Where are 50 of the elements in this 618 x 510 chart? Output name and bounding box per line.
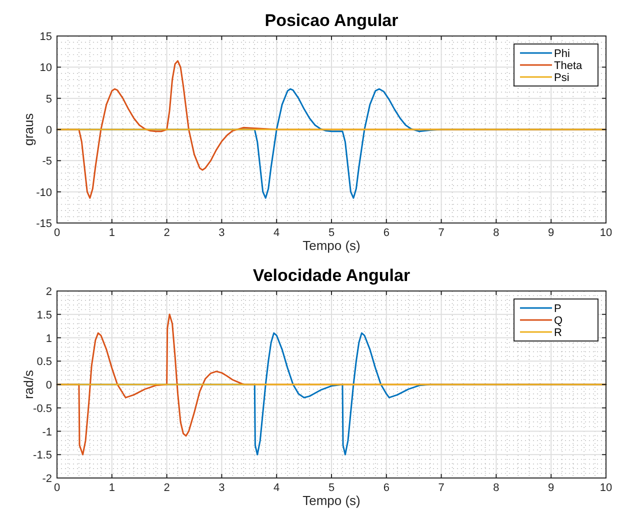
x-tick-label: 6	[383, 227, 390, 239]
x-tick-label: 8	[493, 227, 500, 239]
x-tick-label: 5	[328, 227, 335, 239]
x-tick-label: 2	[164, 227, 170, 239]
y-axis-title: rad/s	[21, 370, 36, 399]
x-tick-label: 6	[383, 482, 390, 494]
legend-label: P	[554, 303, 562, 315]
x-tick-label: 1	[108, 227, 115, 239]
y-tick-label: 1.5	[36, 309, 52, 322]
y-tick-label: -10	[36, 186, 52, 199]
x-tick-label: 9	[548, 482, 554, 494]
chart-title: Posicao Angular	[264, 11, 399, 30]
x-tick-label: 4	[274, 482, 280, 494]
x-tick-label: 1	[108, 482, 115, 494]
x-tick-label: 7	[438, 227, 444, 239]
legend-label: R	[554, 327, 562, 339]
y-tick-label: -0.5	[33, 402, 52, 415]
y-tick-label: 0	[46, 380, 52, 392]
y-axis-title: graus	[21, 112, 36, 146]
x-tick-label: 0	[54, 227, 60, 239]
x-tick-label: 10	[600, 227, 612, 239]
y-tick-label: -15	[36, 218, 52, 230]
y-tick-label: 5	[46, 93, 52, 106]
chart-title: Velocidade Angular	[252, 266, 410, 285]
x-tick-label: 5	[328, 482, 335, 494]
x-tick-label: 4	[274, 227, 280, 239]
x-axis-title: Tempo (s)	[302, 238, 360, 253]
y-tick-label: 0.5	[36, 356, 52, 368]
x-tick-label: 7	[438, 482, 444, 494]
x-axis-title: Tempo (s)	[302, 493, 360, 508]
y-tick-label: -1	[42, 426, 52, 438]
legend-label: Q	[554, 315, 563, 327]
y-tick-label: 0	[46, 124, 52, 136]
legend-label: Psi	[554, 72, 570, 84]
y-tick-label: 15	[40, 31, 52, 43]
x-tick-label: 3	[218, 227, 225, 239]
y-tick-label: 1	[46, 332, 52, 345]
x-tick-label: 2	[164, 482, 170, 494]
y-tick-label: 2	[46, 286, 52, 298]
legend-label: Theta	[554, 60, 584, 72]
x-tick-label: 3	[218, 482, 225, 494]
x-tick-label: 0	[54, 482, 60, 494]
legend-label: Phi	[554, 48, 570, 60]
y-tick-label: 10	[40, 62, 52, 74]
y-tick-label: -2	[42, 473, 52, 485]
x-tick-label: 8	[493, 482, 500, 494]
x-tick-label: 10	[600, 482, 612, 494]
x-tick-label: 9	[548, 227, 554, 239]
y-tick-label: -1.5	[33, 450, 52, 462]
y-tick-label: -5	[42, 156, 52, 168]
